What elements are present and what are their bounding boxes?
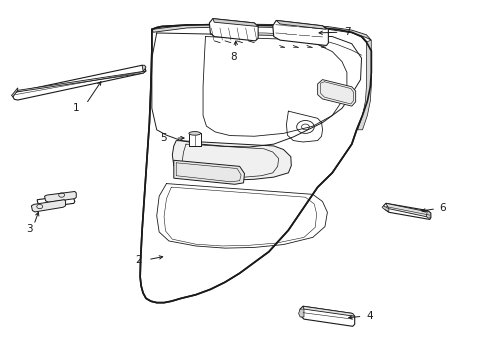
Polygon shape: [298, 309, 304, 317]
Bar: [188, 134, 200, 146]
Polygon shape: [385, 203, 430, 218]
Polygon shape: [357, 40, 370, 130]
Polygon shape: [317, 80, 355, 106]
Text: 5: 5: [160, 133, 166, 143]
Polygon shape: [426, 211, 430, 219]
Text: 8: 8: [230, 51, 237, 62]
Polygon shape: [300, 306, 354, 326]
Text: 3: 3: [25, 225, 32, 234]
Polygon shape: [212, 19, 258, 27]
Polygon shape: [152, 24, 370, 40]
Polygon shape: [15, 71, 146, 92]
Ellipse shape: [188, 132, 200, 135]
Text: 1: 1: [73, 103, 80, 113]
Polygon shape: [11, 88, 18, 97]
Polygon shape: [209, 19, 258, 41]
Text: 2: 2: [135, 255, 142, 265]
Polygon shape: [173, 160, 244, 184]
Polygon shape: [303, 306, 354, 316]
Polygon shape: [272, 21, 328, 45]
Polygon shape: [140, 25, 370, 303]
Polygon shape: [276, 21, 326, 30]
Text: 7: 7: [344, 27, 350, 37]
Polygon shape: [44, 192, 76, 202]
Polygon shape: [383, 203, 430, 220]
Polygon shape: [31, 200, 65, 212]
Text: 6: 6: [439, 203, 445, 213]
Polygon shape: [142, 65, 146, 71]
Polygon shape: [13, 65, 146, 100]
Polygon shape: [172, 140, 291, 180]
Polygon shape: [381, 206, 388, 212]
Polygon shape: [37, 195, 75, 208]
Text: 4: 4: [366, 311, 372, 320]
